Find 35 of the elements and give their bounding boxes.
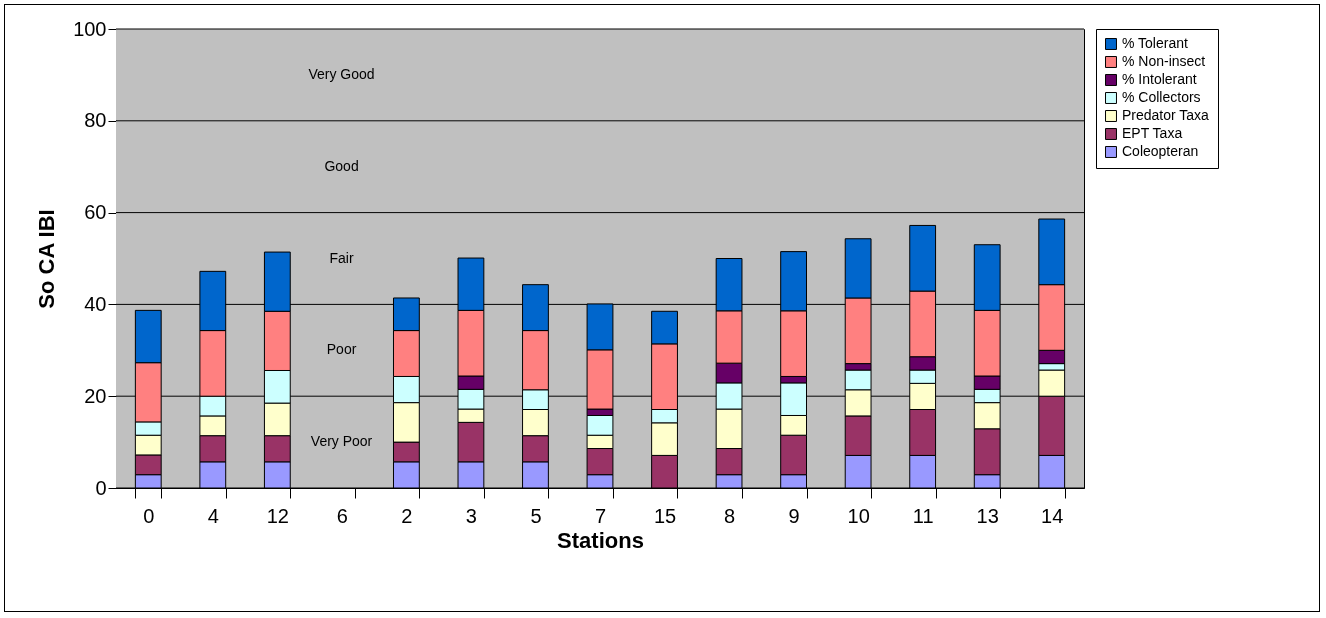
legend-label: EPT Taxa xyxy=(1122,125,1183,141)
x-tick-label: 0 xyxy=(143,504,155,527)
legend-label: % Non-insect xyxy=(1122,53,1206,69)
band-label: Very Poor xyxy=(310,433,373,450)
legend-label: Coleopteran xyxy=(1122,143,1199,159)
x-tick-label: 4 xyxy=(207,504,219,527)
x-tick-label: 2 xyxy=(401,504,413,527)
x-tick-label: 12 xyxy=(266,504,289,527)
legend-label: % Collectors xyxy=(1122,89,1201,105)
y-tick-label: 80 xyxy=(84,109,107,132)
x-tick-label: 14 xyxy=(1041,504,1064,527)
x-tick-label: 15 xyxy=(653,504,677,527)
x-tick-label: 9 xyxy=(788,504,800,527)
x-tick-label: 7 xyxy=(594,504,607,527)
band-label: Poor xyxy=(326,341,357,358)
x-tick-label: 5 xyxy=(530,504,542,527)
band-label: Very Good xyxy=(308,65,375,82)
y-tick-label: 60 xyxy=(84,201,107,224)
legend-label: Predator Taxa xyxy=(1122,107,1210,123)
y-axis-title: So CA IBI xyxy=(34,209,60,309)
y-tick-label: 40 xyxy=(84,292,107,315)
x-tick-label: 6 xyxy=(336,504,348,527)
y-tick-label: 20 xyxy=(84,384,107,407)
legend-label: % Intolerant xyxy=(1122,71,1197,87)
x-axis-title: Stations xyxy=(557,527,644,553)
x-tick-label: 11 xyxy=(912,504,934,527)
y-tick-label: 100 xyxy=(73,17,107,40)
x-tick-label: 13 xyxy=(976,504,999,527)
x-tick-label: 3 xyxy=(465,504,477,527)
x-tick-label: 8 xyxy=(724,504,736,527)
y-tick-label: 0 xyxy=(95,476,107,499)
x-tick-label: 10 xyxy=(847,504,870,527)
band-label: Fair xyxy=(329,249,354,266)
band-label: Good xyxy=(324,157,359,174)
legend-label: % Tolerant xyxy=(1122,35,1188,51)
